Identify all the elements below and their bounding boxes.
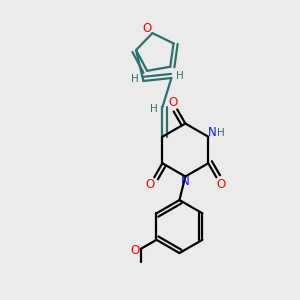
Text: H: H	[150, 104, 158, 114]
Text: O: O	[142, 22, 152, 35]
Text: N: N	[207, 126, 216, 139]
Text: O: O	[216, 178, 225, 191]
Text: O: O	[146, 178, 155, 191]
Text: H: H	[176, 71, 184, 81]
Text: H: H	[217, 128, 224, 138]
Text: H: H	[131, 74, 139, 84]
Text: O: O	[131, 244, 140, 257]
Text: O: O	[169, 96, 178, 109]
Text: N: N	[181, 175, 190, 188]
